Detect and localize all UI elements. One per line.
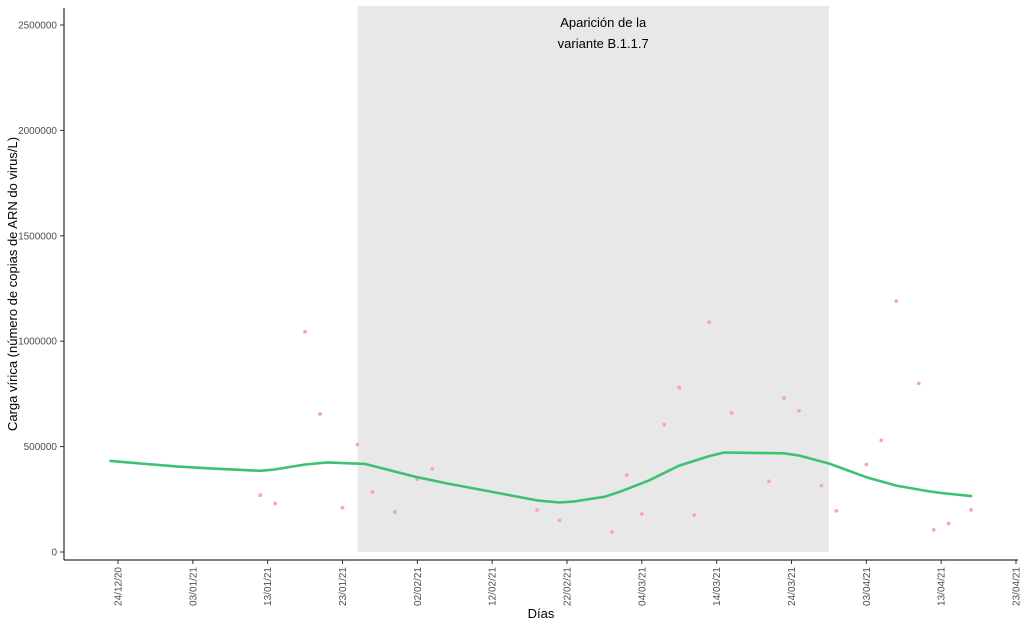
data-point bbox=[879, 438, 884, 443]
data-point bbox=[894, 299, 899, 304]
x-tick-label: 23/04/21 bbox=[1012, 567, 1023, 606]
data-point bbox=[677, 385, 682, 390]
data-point bbox=[340, 505, 345, 510]
data-point bbox=[707, 320, 712, 325]
data-point bbox=[303, 329, 307, 334]
x-tick-label: 24/12/20 bbox=[114, 567, 125, 606]
x-tick-label: 23/01/21 bbox=[338, 567, 349, 606]
y-tick-label: 500000 bbox=[24, 442, 58, 453]
data-point bbox=[273, 501, 278, 506]
y-tick-label: 0 bbox=[51, 548, 57, 559]
y-axis-title: Carga vírica (número de copias de ARN do… bbox=[5, 137, 20, 431]
data-point bbox=[370, 490, 375, 494]
data-point bbox=[946, 521, 951, 526]
x-tick-label: 13/01/21 bbox=[263, 567, 274, 606]
data-point bbox=[782, 396, 786, 401]
data-point bbox=[931, 527, 936, 532]
data-point bbox=[692, 513, 697, 518]
y-tick-label: 2500000 bbox=[18, 21, 57, 32]
data-points bbox=[258, 299, 973, 534]
data-point bbox=[662, 422, 667, 427]
data-point bbox=[729, 410, 734, 415]
y-axis-ticks: 0 500000 1000000 1500000 2000000 2500000 bbox=[18, 21, 64, 559]
data-point bbox=[430, 466, 435, 471]
x-tick-label: 13/04/21 bbox=[937, 567, 948, 606]
data-point bbox=[969, 507, 973, 512]
x-axis-title: Días bbox=[528, 606, 555, 621]
data-point bbox=[639, 512, 644, 516]
x-tick-label: 04/03/21 bbox=[637, 567, 648, 606]
y-tick-label: 1000000 bbox=[18, 337, 57, 348]
data-point bbox=[258, 493, 263, 497]
data-point bbox=[819, 483, 824, 488]
y-tick-label: 1500000 bbox=[18, 231, 57, 242]
x-tick-label: 03/01/21 bbox=[188, 567, 199, 606]
data-point bbox=[864, 462, 869, 467]
data-point bbox=[834, 508, 839, 513]
x-axis-ticks: 24/12/20 03/01/21 13/01/21 23/01/21 02/02/21… bbox=[114, 560, 1023, 606]
data-point bbox=[610, 530, 614, 534]
data-point bbox=[355, 442, 360, 447]
x-tick-label: 14/03/21 bbox=[712, 567, 723, 606]
x-tick-label: 02/02/21 bbox=[413, 567, 424, 606]
x-tick-label: 24/03/21 bbox=[787, 567, 798, 606]
data-point bbox=[767, 479, 771, 484]
variant-annotation-line1: Aparición de la bbox=[560, 15, 647, 30]
variant-annotation-line2: variante B.1.1.7 bbox=[558, 36, 649, 51]
smooth-trend-line bbox=[109, 451, 973, 504]
data-point bbox=[624, 473, 629, 477]
y-tick-label: 2000000 bbox=[18, 126, 57, 137]
x-tick-label: 03/04/21 bbox=[862, 567, 873, 606]
x-tick-label: 12/02/21 bbox=[488, 567, 499, 606]
data-point bbox=[916, 381, 921, 386]
variant-period-shade bbox=[357, 6, 829, 552]
data-point bbox=[392, 510, 397, 514]
data-point bbox=[797, 408, 801, 413]
data-point bbox=[535, 507, 539, 512]
data-point bbox=[318, 412, 322, 416]
x-tick-label: 22/02/21 bbox=[563, 567, 574, 606]
data-point bbox=[557, 518, 562, 523]
